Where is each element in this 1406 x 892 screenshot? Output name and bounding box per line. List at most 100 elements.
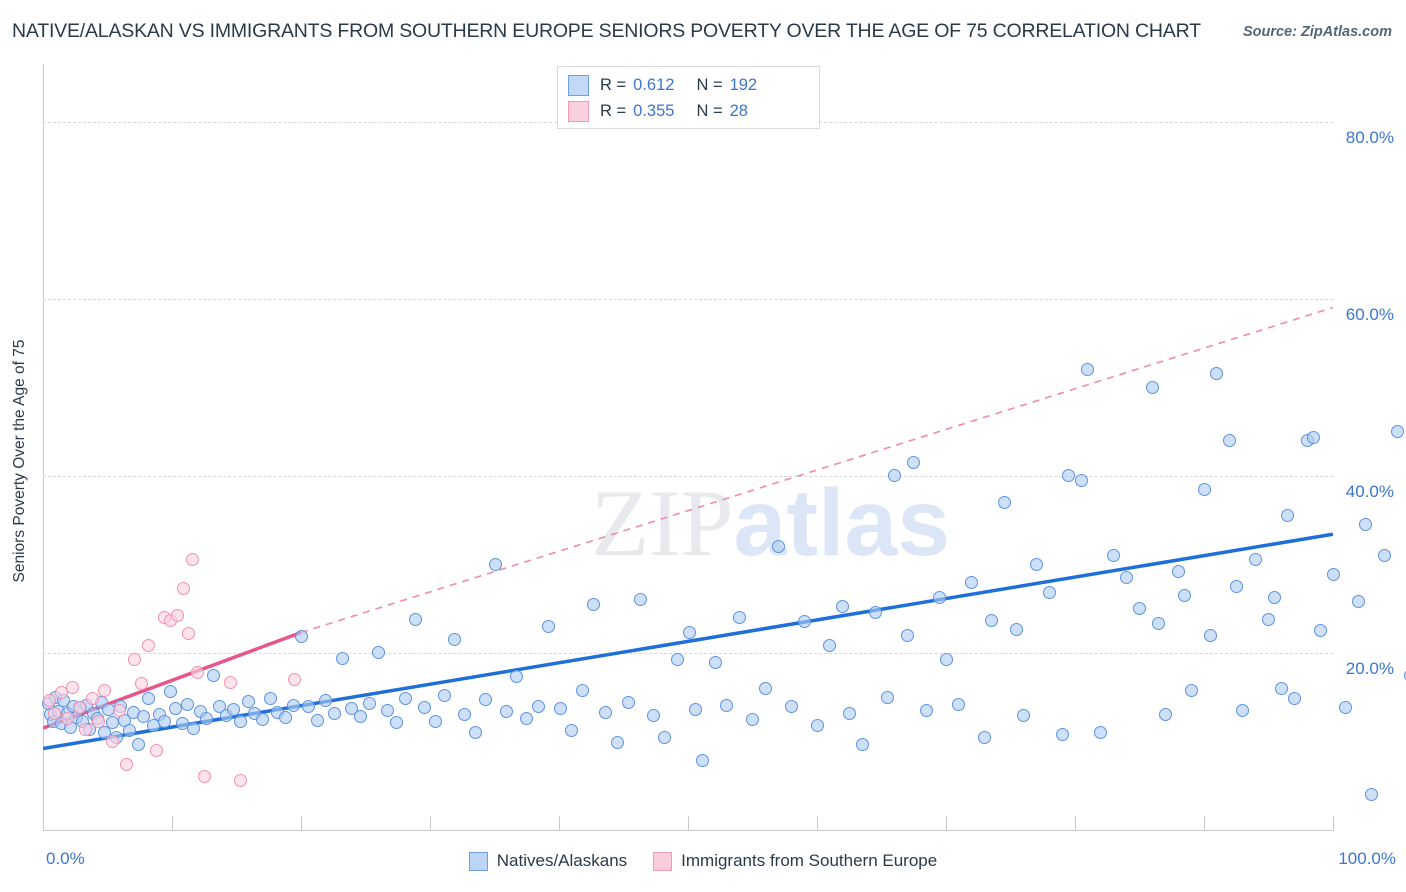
data-point [509,670,523,684]
legend-item-immigrants[interactable]: Immigrants from Southern Europe [653,851,937,871]
data-point [933,590,947,604]
data-point [186,553,200,567]
data-point [106,734,120,748]
data-point [565,724,579,738]
legend-r-label-pink: R = [600,101,627,120]
data-point [233,715,247,729]
data-point [610,735,624,749]
gridline [43,652,1333,654]
data-point [137,710,151,724]
data-point [587,597,601,611]
x-axis-tick [1333,816,1334,830]
data-point [1062,469,1076,483]
data-point [1055,727,1069,741]
legend-item-natives[interactable]: Natives/Alaskans [468,851,627,871]
data-point [1120,571,1134,585]
data-point [134,677,148,691]
data-point [286,698,300,712]
data-point [468,726,482,740]
data-point [177,581,191,595]
data-point [907,455,921,469]
data-point [855,737,869,751]
data-point [1274,681,1288,695]
series-legend: Natives/Alaskans Immigrants from Souther… [0,846,1406,876]
data-point [868,605,882,619]
data-point [91,715,105,729]
plot-area: ZIPatlas [41,64,1406,830]
data-point [1184,683,1198,697]
trendline-solid-immigrants [43,630,302,730]
data-point [122,724,136,738]
data-point [1081,363,1095,376]
data-point [227,703,241,717]
legend-row-immigrants: R = 0.355 N = 28 [568,98,748,124]
data-point [978,730,992,744]
data-point [836,600,850,614]
data-point [622,695,636,709]
data-point [1352,595,1366,609]
data-point [489,557,503,571]
data-point [1171,564,1185,578]
data-point [1107,548,1121,562]
data-point [810,719,824,732]
legend-color-natives [468,851,488,871]
y-axis-tick-label: 80.0% [1345,127,1394,147]
data-point [671,653,685,667]
source-label: Source: ZipAtlas.com [1242,24,1392,40]
data-point [520,711,534,725]
data-point [1010,623,1024,637]
data-point [437,688,451,702]
data-point [398,691,412,705]
y-axis-title-text: Seniors Poverty Over the Age of 75 [11,339,28,583]
data-point [531,699,545,713]
data-point [206,668,220,682]
data-point [1262,612,1275,626]
data-point [689,703,703,717]
data-point [598,705,612,719]
data-point [353,710,367,724]
x-axis-tick [946,816,947,830]
data-point [542,619,556,633]
data-point [1094,726,1108,740]
data-point [771,540,785,554]
data-point [1287,692,1301,706]
data-point [1016,709,1030,723]
data-point [1210,367,1224,381]
x-axis-label-min: 0.0% [46,849,85,868]
data-point [335,651,349,665]
data-point [294,630,308,644]
data-point [1074,473,1088,487]
data-point [131,738,145,752]
data-point [362,696,376,710]
x-axis-tick [172,816,173,830]
data-point [1152,617,1166,631]
legend-label-immigrants: Immigrants from Southern Europe [681,851,938,870]
y-axis-line [43,64,44,830]
data-point [823,639,837,653]
data-point [311,713,325,727]
data-point [1365,788,1379,802]
data-point [328,706,342,720]
gridline [43,298,1333,300]
data-point [279,711,293,725]
data-point [499,704,513,718]
x-axis-line [43,830,1334,831]
legend-r-value-pink: 0.355 [633,101,675,120]
data-point [255,712,269,726]
data-point [733,610,747,624]
data-point [79,722,93,736]
correlation-legend: R = 0.612 N = 192 R = 0.355 N = 28 [557,66,820,129]
x-axis-label-max: 100.0% [1338,849,1396,868]
data-point [150,743,164,757]
data-point [965,575,979,589]
y-axis-tick-label: 20.0% [1345,658,1394,678]
data-point [920,703,934,717]
data-point [233,773,247,787]
data-point [428,714,442,728]
data-point [263,692,277,706]
legend-r-label-blue: R = [600,75,627,94]
data-point [458,708,472,722]
data-point [1158,708,1172,722]
y-axis-tick-label: 60.0% [1345,304,1394,324]
